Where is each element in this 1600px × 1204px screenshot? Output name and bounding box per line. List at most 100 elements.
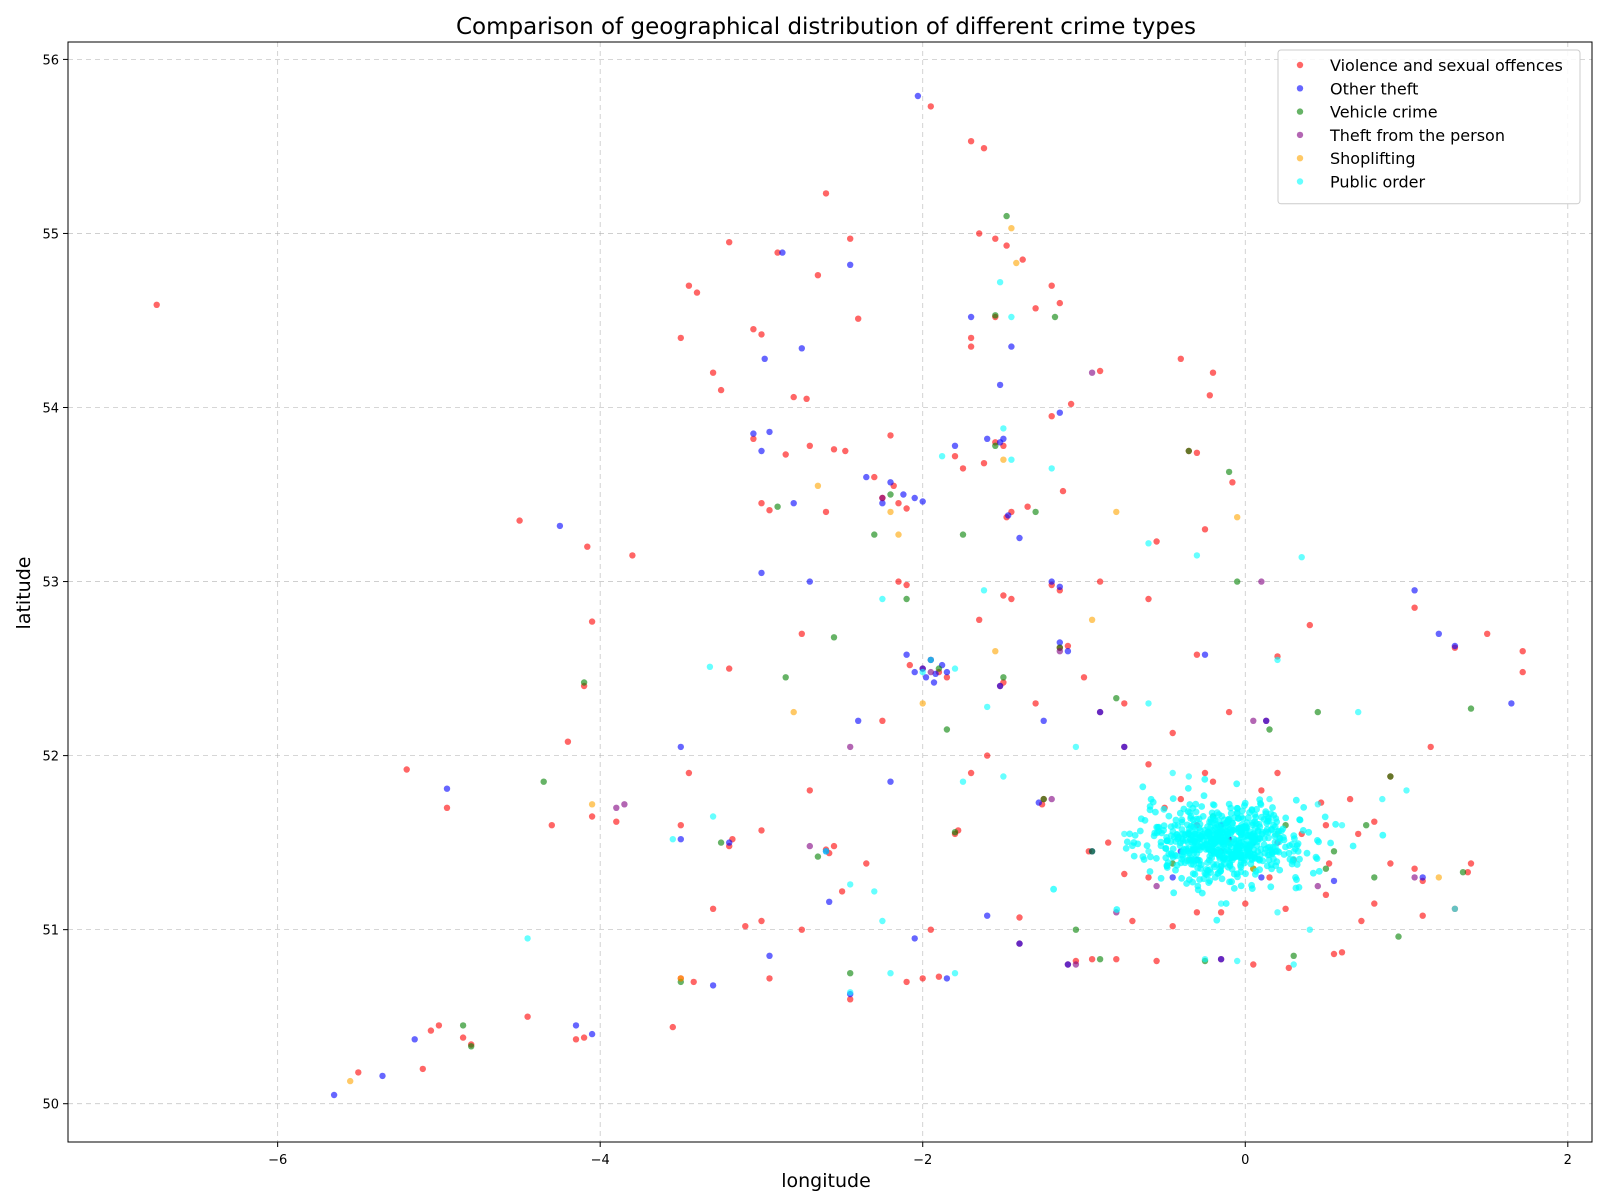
data-point <box>1314 708 1322 716</box>
data-point <box>516 517 523 524</box>
data-point <box>726 839 733 846</box>
data-point <box>717 839 725 846</box>
data-point <box>1290 952 1297 959</box>
data-point <box>1105 839 1112 846</box>
data-point <box>1264 851 1272 859</box>
data-point <box>1309 869 1317 877</box>
data-point <box>830 446 838 453</box>
data-point <box>1508 700 1515 707</box>
data-point <box>1251 871 1259 878</box>
data-point <box>1000 456 1007 463</box>
data-point <box>564 738 572 745</box>
data-point <box>669 836 676 843</box>
data-point <box>774 249 781 256</box>
data-point <box>1186 849 1193 857</box>
data-point <box>1274 909 1281 916</box>
data-point <box>580 1034 588 1041</box>
data-point <box>1050 885 1057 893</box>
data-point <box>726 665 733 672</box>
data-point <box>1096 367 1104 375</box>
data-point <box>774 503 781 510</box>
data-point <box>1233 780 1241 788</box>
data-point <box>1184 785 1192 792</box>
data-point <box>1113 695 1120 702</box>
data-point <box>1145 595 1152 603</box>
data-point <box>403 766 410 773</box>
data-point <box>1064 648 1072 655</box>
data-point <box>690 978 697 986</box>
data-point <box>1008 313 1015 321</box>
data-point <box>1008 225 1015 232</box>
data-point <box>1355 830 1362 838</box>
data-point <box>943 975 951 982</box>
data-point <box>1153 855 1160 862</box>
data-point <box>1217 832 1225 840</box>
data-point <box>1008 343 1015 350</box>
data-point <box>1121 700 1128 707</box>
data-point <box>1296 816 1304 824</box>
data-point <box>967 769 975 777</box>
data-point <box>1209 369 1217 376</box>
data-point <box>922 674 930 681</box>
data-point <box>984 435 991 442</box>
data-point <box>1220 860 1228 868</box>
data-point <box>1379 795 1386 803</box>
data-point <box>1147 795 1155 803</box>
data-point <box>1221 837 1229 845</box>
data-point <box>1169 795 1177 802</box>
data-point <box>1451 905 1459 912</box>
data-point <box>887 491 894 498</box>
data-point <box>895 500 902 507</box>
data-point <box>1234 514 1241 521</box>
data-point <box>1292 874 1299 881</box>
data-point <box>153 301 160 308</box>
data-point <box>709 369 717 376</box>
data-point <box>1121 830 1128 838</box>
data-point <box>1411 604 1418 611</box>
data-point <box>976 616 983 623</box>
y-tick-label: 53 <box>42 576 59 591</box>
data-point <box>935 973 943 980</box>
x-tick-label: 2 <box>1564 1153 1572 1168</box>
data-point <box>951 442 959 449</box>
data-point <box>1427 743 1434 751</box>
data-point <box>1000 425 1007 432</box>
data-point <box>903 505 910 512</box>
data-point <box>992 442 999 449</box>
grid-lines <box>68 42 1592 1142</box>
data-point <box>1272 831 1279 838</box>
data-point <box>1322 865 1330 872</box>
data-point <box>1258 787 1265 794</box>
data-point <box>1016 940 1023 947</box>
data-point <box>1266 795 1273 803</box>
data-point <box>906 661 913 669</box>
data-point <box>1266 726 1273 733</box>
data-point <box>1258 578 1265 585</box>
data-point <box>1237 830 1245 838</box>
x-tick-label: −4 <box>591 1153 610 1168</box>
data-point <box>943 668 951 676</box>
data-point <box>911 668 918 676</box>
data-point <box>1131 832 1139 839</box>
data-point <box>1032 305 1039 312</box>
data-point <box>830 634 838 641</box>
data-point <box>435 1022 443 1029</box>
data-point <box>669 1023 676 1031</box>
data-point <box>847 881 854 888</box>
data-point <box>1008 456 1015 463</box>
data-point <box>693 289 701 296</box>
data-point <box>1005 512 1012 519</box>
data-point <box>468 1043 475 1050</box>
data-point <box>959 465 967 472</box>
data-point <box>1164 859 1172 866</box>
data-point <box>1258 874 1265 881</box>
data-point <box>1294 840 1302 847</box>
data-point <box>855 315 862 322</box>
data-point <box>980 145 988 152</box>
data-point <box>750 435 757 442</box>
data-point <box>758 917 765 925</box>
legend-label: Public order <box>1330 173 1426 192</box>
data-point <box>996 682 1004 690</box>
data-point <box>984 752 991 759</box>
data-point <box>1157 874 1165 882</box>
